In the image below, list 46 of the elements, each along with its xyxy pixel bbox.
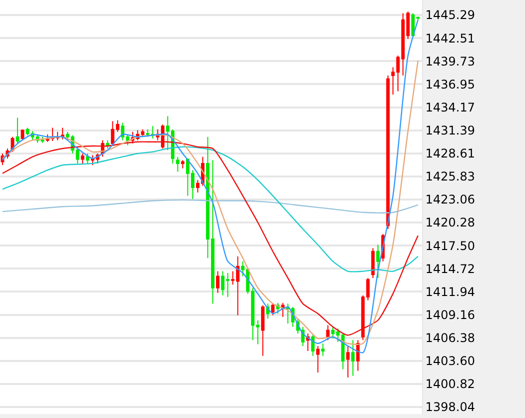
y-tick-label: 1425.83: [425, 170, 476, 184]
y-tick-label: 1400.82: [425, 377, 476, 392]
candlestick: [391, 66, 395, 96]
candlestick: [176, 156, 180, 172]
candlestick: [271, 303, 275, 316]
candlestick: [311, 334, 315, 356]
candlestick: [386, 75, 390, 230]
candlestick: [346, 345, 350, 378]
y-tick-label: 1420.28: [425, 216, 476, 230]
line-series: [2, 141, 419, 336]
y-tick-label: 1445.29: [425, 8, 476, 22]
candlestick: [396, 55, 400, 92]
y-tick-label: 1434.17: [425, 100, 476, 114]
candlestick: [261, 304, 265, 356]
candlestick: [16, 117, 20, 144]
y-tick-label: 1442.51: [425, 31, 476, 46]
y-tick-label: 1411.94: [425, 284, 476, 299]
candlestick: [216, 270, 220, 294]
y-tick-label: 1398.04: [425, 400, 476, 414]
candlestick: [401, 12, 405, 76]
y-tick-label: 1403.60: [425, 354, 476, 368]
candlestick: [286, 303, 290, 324]
y-tick-label: 1439.73: [425, 54, 476, 68]
line-series: [2, 146, 419, 272]
candlestick: [20, 128, 24, 141]
y-tick-label: 1423.06: [425, 192, 476, 207]
y-tick-label: 1436.95: [425, 77, 476, 92]
line-series: [2, 199, 419, 214]
candlestick: [86, 152, 90, 164]
candlestick: [60, 127, 64, 140]
candlestick: [106, 140, 110, 150]
candlestick: [371, 248, 375, 278]
y-tick-label: 1414.72: [425, 262, 476, 276]
candlestick: [416, 16, 420, 20]
candlestick: [80, 152, 84, 164]
candlestick: [326, 324, 330, 341]
candlestick: [321, 342, 325, 356]
y-tick-label: 1428.61: [425, 146, 476, 161]
y-tick-label: 1409.16: [425, 308, 476, 322]
candlestick: [351, 340, 355, 376]
candlestick: [316, 345, 320, 374]
y-tick-label: 1417.50: [425, 238, 476, 253]
candlestick: [376, 244, 380, 278]
candlestick: [180, 160, 184, 169]
y-tick-label: 1431.39: [425, 124, 476, 138]
y-tick-label: 1406.38: [425, 331, 476, 346]
